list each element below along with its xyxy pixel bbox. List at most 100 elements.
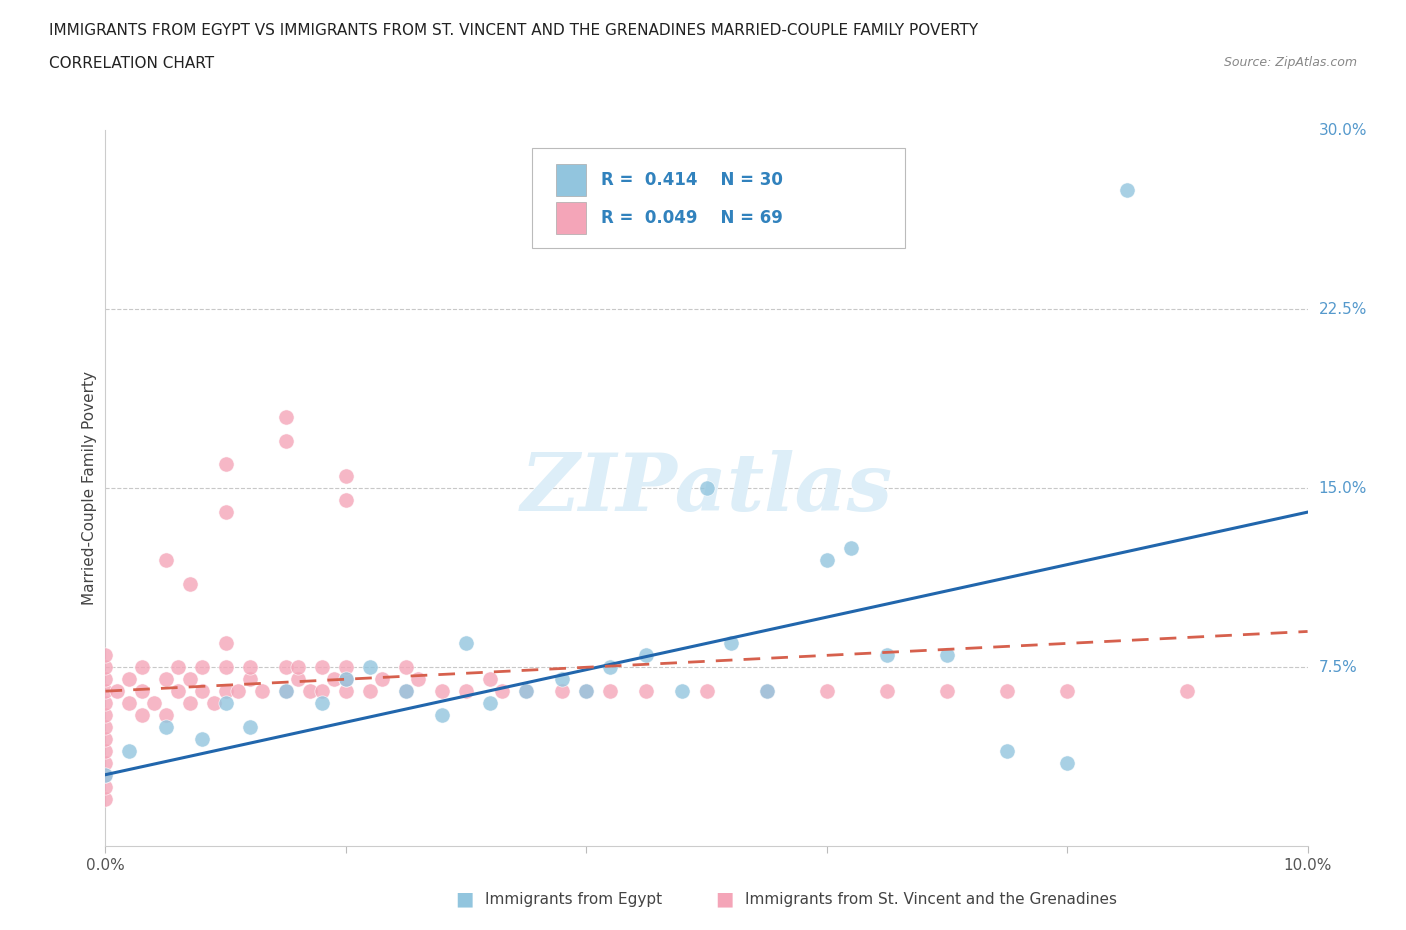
Point [250, 684, 273, 698]
Point [155, 720, 177, 735]
Point [636, 648, 658, 663]
Point [599, 684, 621, 698]
Text: ■: ■ [454, 890, 474, 909]
Point [94, 743, 117, 758]
Point [94, 708, 117, 723]
Text: R =  0.049    N = 69: R = 0.049 N = 69 [600, 209, 783, 227]
Text: Source: ZipAtlas.com: Source: ZipAtlas.com [1223, 56, 1357, 69]
Point [274, 684, 297, 698]
Point [936, 648, 959, 663]
FancyBboxPatch shape [533, 148, 905, 248]
Point [298, 684, 321, 698]
Point [371, 671, 394, 686]
Point [551, 671, 574, 686]
Point [179, 577, 201, 591]
Point [359, 660, 381, 675]
Point [118, 743, 141, 758]
Point [239, 720, 262, 735]
Point [696, 684, 718, 698]
Point [287, 660, 309, 675]
Point [94, 696, 117, 711]
Point [239, 671, 262, 686]
Point [454, 684, 477, 698]
Point [839, 540, 862, 555]
Point [214, 660, 236, 675]
Point [479, 671, 502, 686]
Point [995, 743, 1018, 758]
Text: 30.0%: 30.0% [1319, 123, 1367, 138]
Point [995, 684, 1018, 698]
Point [166, 684, 188, 698]
Point [214, 457, 236, 472]
Text: R =  0.414    N = 30: R = 0.414 N = 30 [600, 171, 783, 189]
Text: 22.5%: 22.5% [1319, 301, 1367, 317]
Point [876, 684, 898, 698]
Point [287, 671, 309, 686]
Point [214, 684, 236, 698]
FancyBboxPatch shape [557, 202, 586, 234]
Point [190, 660, 212, 675]
Point [311, 660, 333, 675]
Point [94, 671, 117, 686]
Point [479, 696, 502, 711]
Point [671, 684, 693, 698]
Point [311, 696, 333, 711]
Point [94, 779, 117, 794]
Point [94, 731, 117, 746]
Point [515, 684, 537, 698]
Point [179, 696, 201, 711]
Point [936, 684, 959, 698]
Point [155, 708, 177, 723]
Point [94, 648, 117, 663]
Point [395, 684, 418, 698]
Point [755, 684, 778, 698]
Point [335, 671, 357, 686]
Point [599, 660, 621, 675]
Point [491, 684, 513, 698]
Point [515, 684, 537, 698]
Text: 7.5%: 7.5% [1319, 659, 1357, 675]
Point [166, 660, 188, 675]
Point [430, 708, 453, 723]
Point [1056, 684, 1078, 698]
Point [239, 660, 262, 675]
Point [311, 684, 333, 698]
Point [131, 660, 153, 675]
Point [214, 636, 236, 651]
Point [94, 660, 117, 675]
Point [155, 671, 177, 686]
Point [406, 671, 429, 686]
Point [118, 696, 141, 711]
Point [1175, 684, 1198, 698]
Point [551, 684, 574, 698]
Point [335, 469, 357, 484]
Point [131, 708, 153, 723]
Point [214, 505, 236, 520]
Point [131, 684, 153, 698]
Point [94, 755, 117, 770]
Point [575, 684, 598, 698]
FancyBboxPatch shape [557, 164, 586, 196]
Text: ■: ■ [714, 890, 734, 909]
Point [142, 696, 165, 711]
Point [1116, 182, 1139, 197]
Point [454, 636, 477, 651]
Point [322, 671, 344, 686]
Point [274, 660, 297, 675]
Text: Immigrants from Egypt: Immigrants from Egypt [485, 892, 662, 907]
Point [335, 671, 357, 686]
Point [430, 684, 453, 698]
Point [94, 684, 117, 698]
Point [335, 493, 357, 508]
Text: CORRELATION CHART: CORRELATION CHART [49, 56, 214, 71]
Point [118, 671, 141, 686]
Point [94, 791, 117, 806]
Point [755, 684, 778, 698]
Point [214, 696, 236, 711]
Point [190, 684, 212, 698]
Point [1056, 755, 1078, 770]
Point [395, 660, 418, 675]
Point [94, 767, 117, 782]
Y-axis label: Married-Couple Family Poverty: Married-Couple Family Poverty [82, 371, 97, 605]
Point [94, 767, 117, 782]
